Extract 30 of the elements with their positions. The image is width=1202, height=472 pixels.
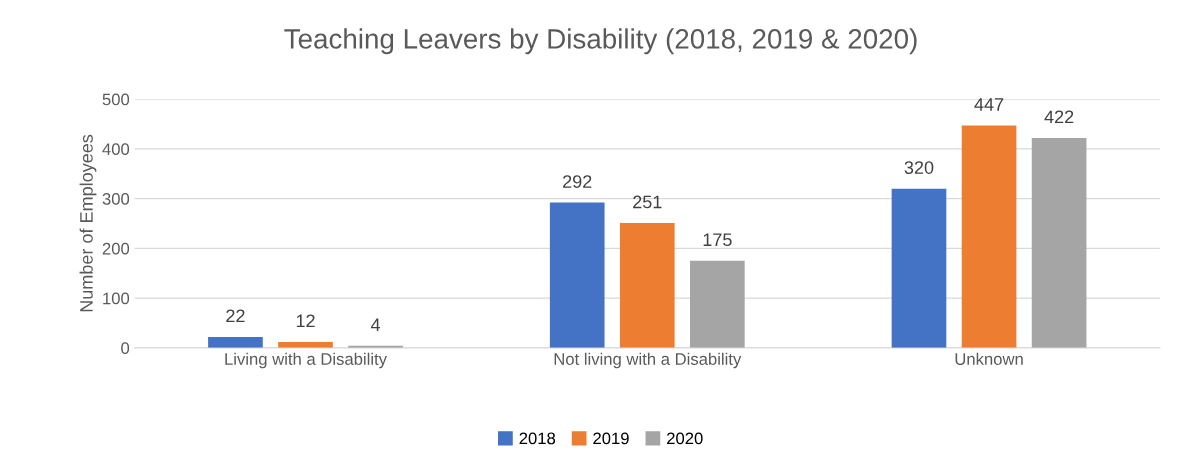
- y-tick-label: 200: [102, 242, 130, 255]
- bar: [549, 202, 605, 348]
- chart-title: Teaching Leavers by Disability (2018, 2019 & 2020): [284, 28, 917, 55]
- y-tick-label: 100: [103, 292, 130, 305]
- bar: [690, 260, 745, 348]
- legend-label: 2018: [519, 432, 556, 445]
- data-label: 320: [904, 161, 934, 174]
- y-tick-label: 400: [102, 143, 130, 156]
- data-label: 251: [633, 195, 662, 209]
- legend-label: 2019: [593, 432, 629, 445]
- y-tick-label: 300: [102, 193, 130, 205]
- data-label: 12: [296, 314, 315, 328]
- data-label: 447: [974, 98, 1004, 111]
- y-axis-title: Number of Employees: [79, 134, 97, 312]
- x-tick-label: Not living with a Disability: [554, 352, 742, 369]
- bar: [891, 188, 947, 348]
- data-label: 422: [1044, 110, 1074, 124]
- y-tick-label: 0: [121, 342, 130, 355]
- x-tick-label: Living with a Disability: [225, 352, 387, 369]
- x-tick-label: Unknown: [955, 352, 1023, 365]
- data-label: 175: [703, 233, 732, 247]
- data-label: 292: [563, 175, 592, 188]
- bar: [961, 125, 1017, 348]
- y-tick-label: 500: [102, 93, 130, 106]
- data-label: 22: [226, 309, 245, 323]
- legend-label: 2020: [667, 432, 703, 445]
- bar: [1031, 137, 1087, 348]
- data-label: 4: [370, 318, 381, 332]
- bar: [619, 222, 675, 348]
- bar: [208, 336, 263, 348]
